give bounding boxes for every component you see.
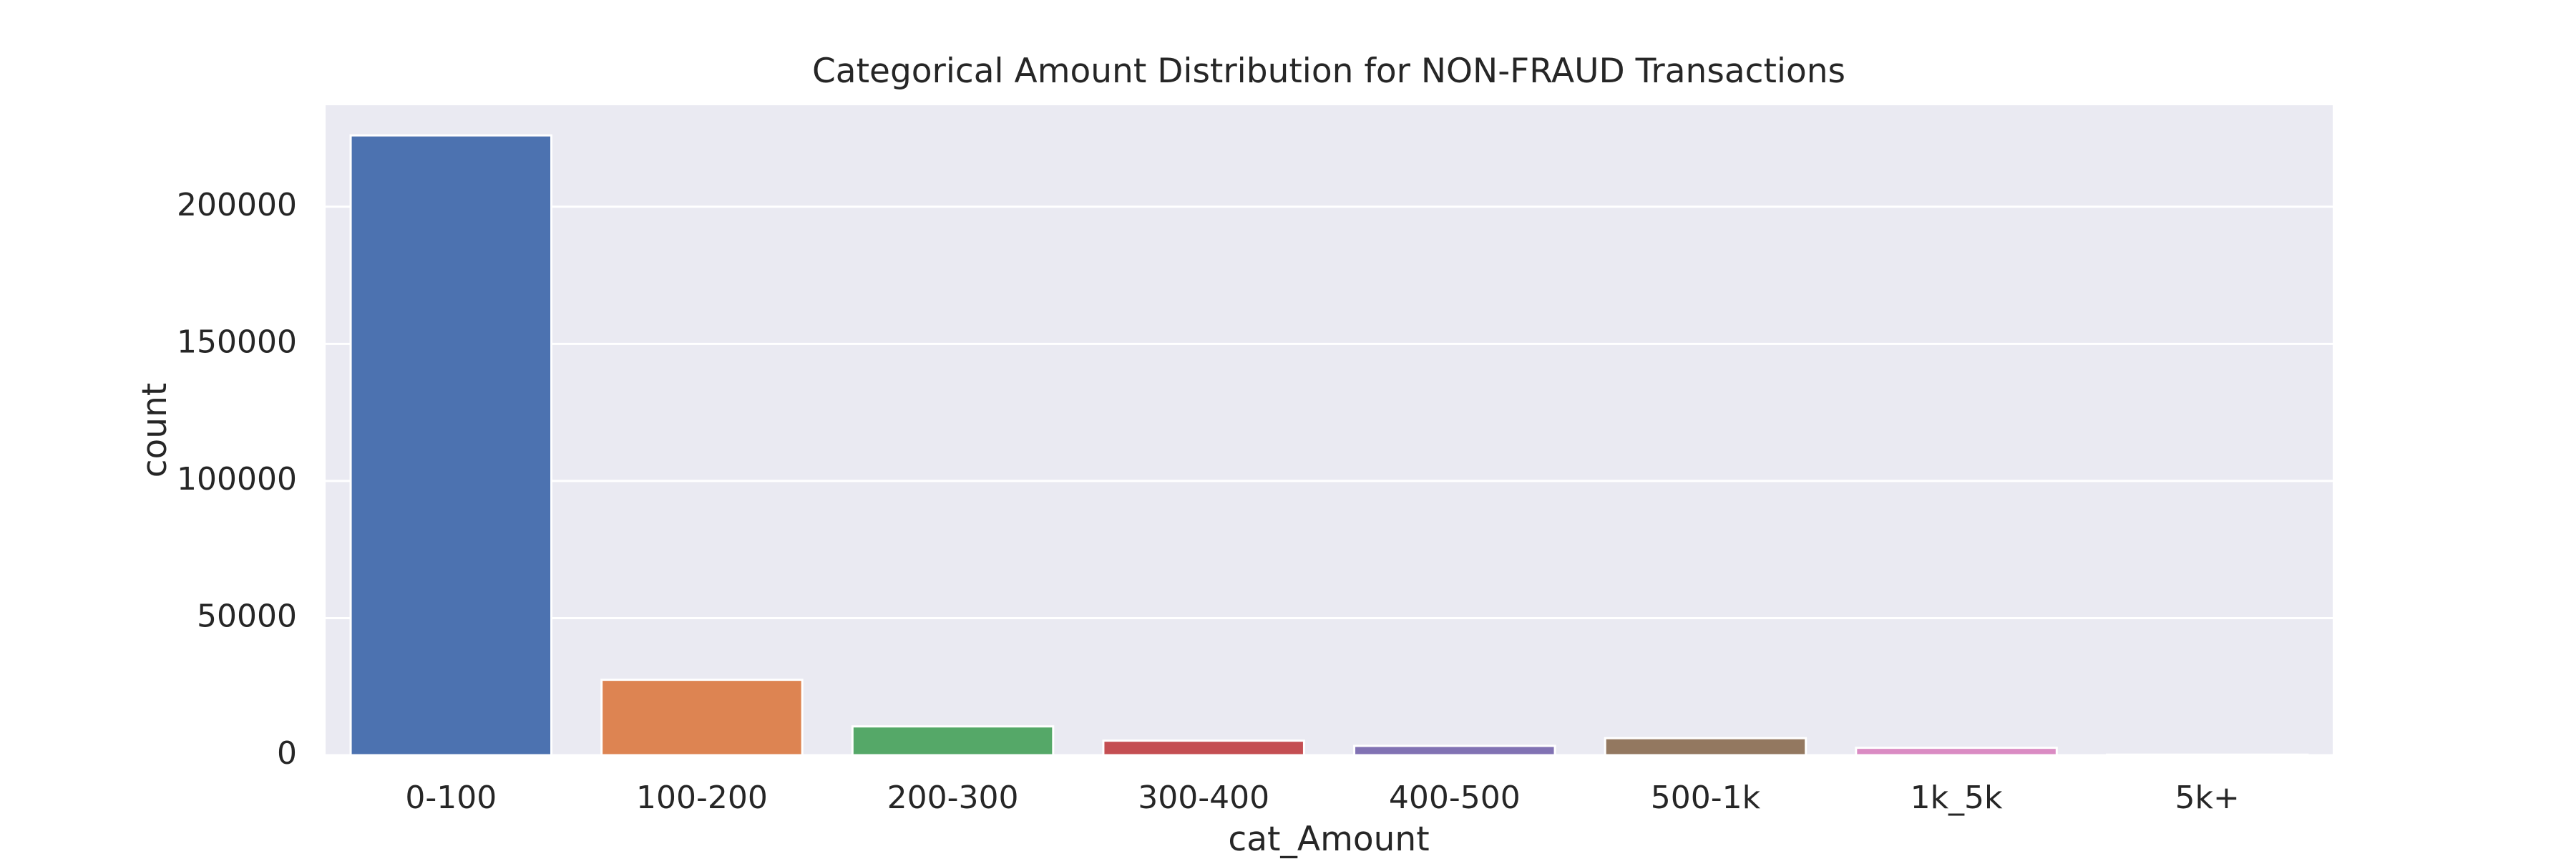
x-tick-label: 0-100 (405, 780, 497, 816)
bars (349, 134, 2309, 757)
bar-5k+ (2105, 753, 2309, 757)
y-tick-label: 150000 (177, 324, 297, 360)
x-tick-label: 400-500 (1389, 780, 1521, 816)
y-tick-label: 200000 (177, 187, 297, 223)
x-tick-label: 1k_5k (1911, 780, 2003, 816)
bar-300-400 (1102, 739, 1305, 757)
bar-100-200 (600, 679, 804, 757)
y-tick-label: 50000 (197, 598, 297, 634)
bar-1k_5k (1855, 747, 2058, 757)
x-tick-labels: 0-100 100-200 200-300 300-400 400-500 500-1k 1… (405, 780, 2239, 816)
chart-title: Categorical Amount Distribution for NON-… (812, 52, 1845, 91)
x-axis-label: cat_Amount (1228, 820, 1429, 859)
plot-background (326, 105, 2333, 755)
x-tick-label: 500-1k (1651, 780, 1761, 816)
y-tick-label: 100000 (177, 461, 297, 498)
y-tick-labels: 0 50000 100000 150000 200000 (177, 187, 297, 772)
bar-200-300 (851, 725, 1055, 757)
y-axis-label: count (135, 383, 175, 478)
bar-0-100 (349, 134, 553, 757)
x-tick-label: 100-200 (636, 780, 768, 816)
x-tick-label: 5k+ (2175, 780, 2240, 816)
x-tick-label: 300-400 (1138, 780, 1269, 816)
bar-500-1k (1604, 737, 1807, 757)
x-tick-label: 200-300 (887, 780, 1019, 816)
y-tick-label: 0 (277, 735, 297, 772)
bar-400-500 (1353, 744, 1556, 757)
